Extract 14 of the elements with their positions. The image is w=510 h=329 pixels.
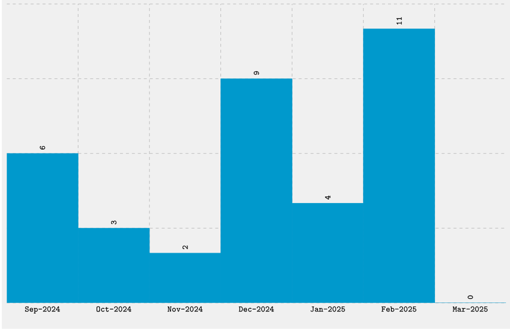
data-label: 4 — [325, 196, 330, 200]
data-label: 2 — [182, 246, 188, 250]
x-tick-label: Oct-2024 — [96, 306, 132, 312]
x-tick-label: Dec-2024 — [238, 306, 274, 312]
data-label: 11 — [396, 17, 402, 25]
x-tick-label: Mar-2025 — [452, 306, 488, 312]
data-label: 0 — [468, 295, 474, 300]
data-label: 3 — [111, 220, 116, 224]
x-tick-label: Feb-2025 — [382, 306, 416, 312]
x-tick-label: Sep-2024 — [25, 306, 60, 314]
data-label: 9 — [254, 71, 260, 75]
x-tick-label: Nov-2024 — [168, 306, 203, 312]
x-tick-label: Jan-2025 — [310, 306, 346, 312]
data-label: 6 — [40, 146, 46, 150]
